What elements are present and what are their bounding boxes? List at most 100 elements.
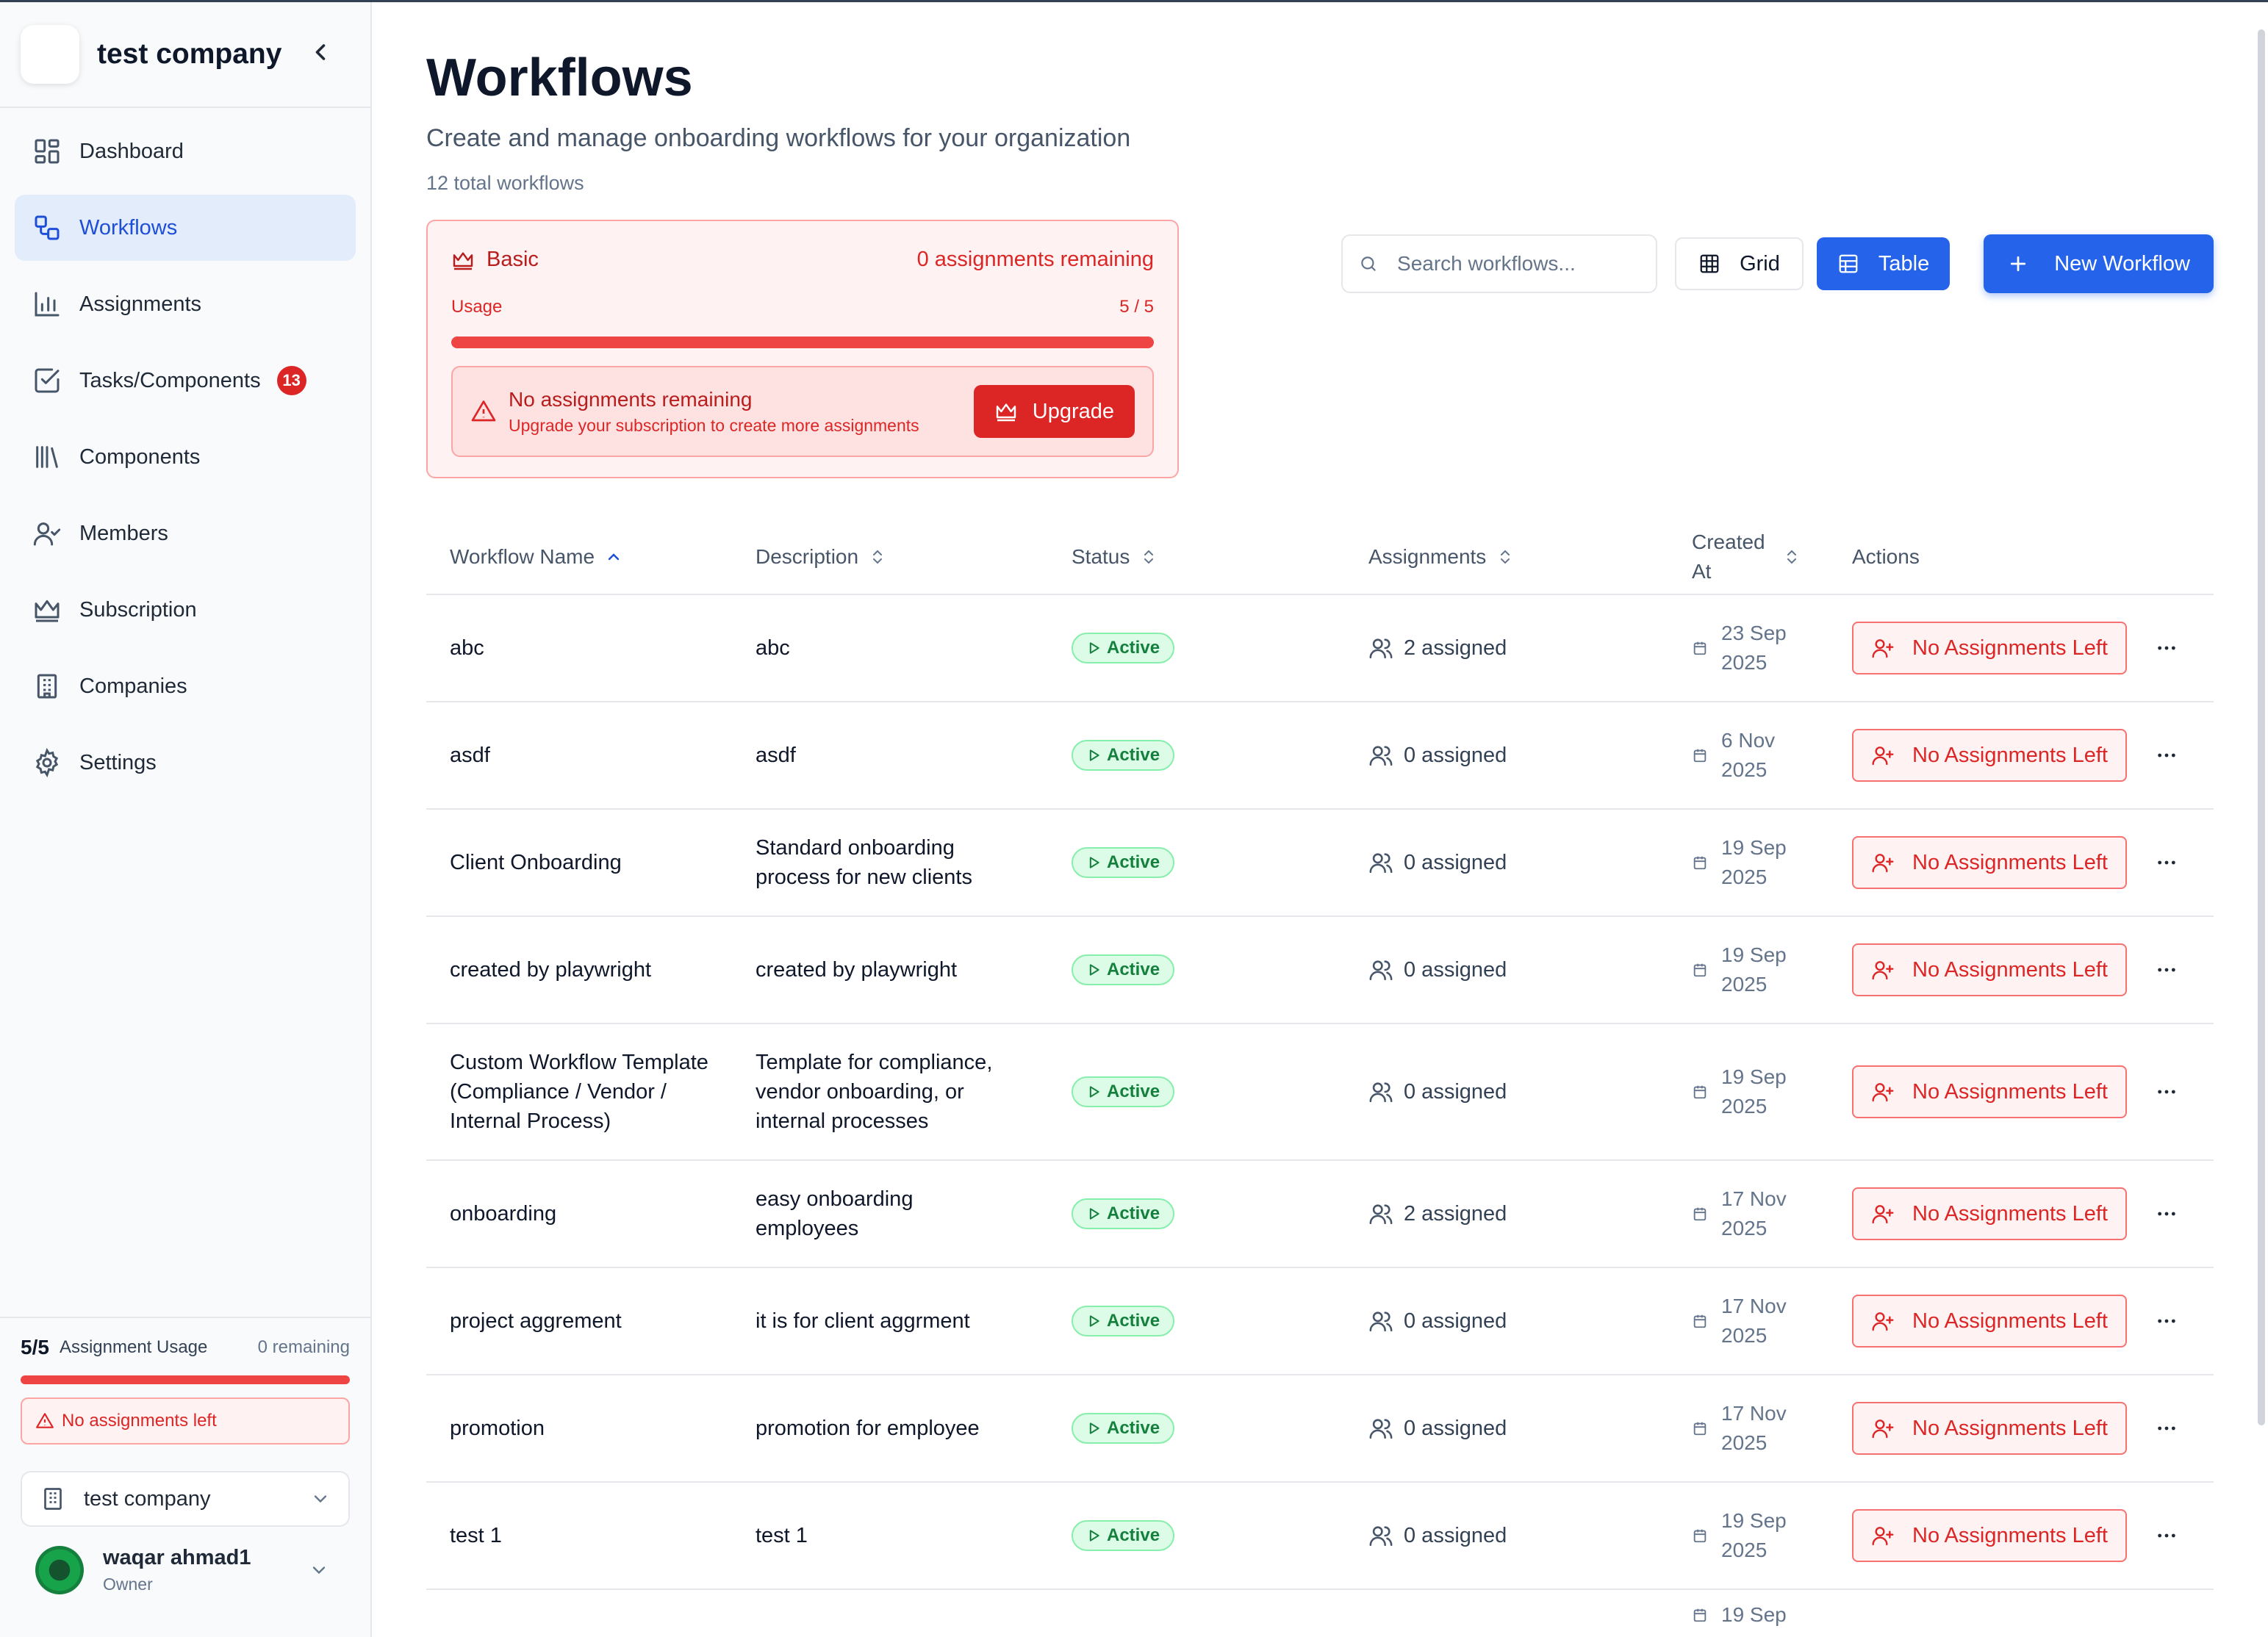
workflow-name[interactable]: Client Onboarding: [450, 851, 622, 874]
company-switcher[interactable]: test company: [21, 1471, 350, 1527]
sidebar-item-members[interactable]: Members: [15, 500, 356, 566]
sidebar-item-workflows[interactable]: Workflows: [15, 195, 356, 261]
workflow-description: Standard onboarding process for new clie…: [756, 836, 972, 889]
no-assignments-left-button[interactable]: No Assignments Left: [1852, 1295, 2127, 1348]
more-options-button[interactable]: [2152, 1077, 2181, 1107]
user-plus-icon: [1872, 1527, 1894, 1546]
column-header-assignments[interactable]: Assignments: [1345, 545, 1668, 569]
workflow-name[interactable]: created by playwright: [450, 958, 652, 982]
sort-icon: [873, 550, 883, 564]
more-options-button[interactable]: [2152, 1306, 2181, 1336]
play-icon: [1089, 1315, 1099, 1327]
new-workflow-button[interactable]: New Workflow: [1984, 234, 2214, 293]
no-assignments-left-button[interactable]: No Assignments Left: [1852, 1065, 2127, 1118]
more-options-button[interactable]: [2152, 1521, 2181, 1550]
workflow-name[interactable]: abc: [450, 636, 484, 660]
created-date-day: 19 Sep: [1721, 836, 1787, 859]
sidebar-item-settings[interactable]: Settings: [15, 730, 356, 796]
more-options-button[interactable]: [2152, 633, 2181, 663]
status-badge: Active: [1072, 633, 1175, 663]
no-assignments-left-button[interactable]: No Assignments Left: [1852, 1509, 2127, 1562]
no-assignments-left-button[interactable]: No Assignments Left: [1852, 1402, 2127, 1455]
table-view-button[interactable]: Table: [1816, 237, 1951, 290]
company-logo: [21, 25, 79, 84]
table-row[interactable]: abc abc Active 2 assigned 23 Sep 2025: [426, 595, 2214, 702]
search-box[interactable]: [1341, 234, 1658, 293]
no-assignments-left-button[interactable]: No Assignments Left: [1852, 622, 2127, 674]
table-row[interactable]: 19 Sep: [426, 1590, 2214, 1634]
table-row[interactable]: Custom Workflow Template (Compliance / V…: [426, 1024, 2214, 1161]
more-options-button[interactable]: [2152, 741, 2181, 770]
no-assignments-left-button[interactable]: No Assignments Left: [1852, 729, 2127, 782]
scrollbar[interactable]: [2258, 29, 2265, 1425]
crown-icon: [35, 600, 60, 622]
more-horizontal-icon: [2158, 968, 2175, 972]
workflow-name[interactable]: promotion: [450, 1417, 545, 1440]
actions-cell: No Assignments Left: [1829, 1187, 2214, 1240]
upgrade-button[interactable]: Upgrade: [973, 385, 1135, 438]
no-assignments-left-button[interactable]: No Assignments Left: [1852, 1187, 2127, 1240]
column-header-created[interactable]: Created At: [1668, 528, 1829, 586]
table-row[interactable]: asdf asdf Active 0 assigned 6 Nov 2025: [426, 702, 2214, 810]
table-row[interactable]: promotion promotion for employee Active …: [426, 1375, 2214, 1483]
workflow-name[interactable]: test 1: [450, 1524, 502, 1547]
sidebar-item-assignments[interactable]: Assignments: [15, 271, 356, 337]
table-row[interactable]: project aggrement it is for client aggrm…: [426, 1268, 2214, 1375]
more-horizontal-icon: [2158, 860, 2175, 865]
library-icon: [36, 446, 58, 468]
workflow-name[interactable]: project aggrement: [450, 1309, 622, 1333]
status-text: Active: [1107, 1418, 1160, 1438]
status-cell: Active: [1048, 1413, 1345, 1444]
grid-view-label: Grid: [1740, 251, 1780, 276]
created-date: 17 Nov 2025: [1721, 1292, 1802, 1350]
plan-usage-card: Basic 0 assignments remaining Usage 5 / …: [426, 220, 1179, 478]
assignments-cell: 0 assigned: [1345, 1306, 1668, 1336]
status-text: Active: [1107, 1525, 1160, 1545]
users-icon: [1369, 960, 1393, 981]
status-text: Active: [1107, 1311, 1160, 1331]
workflow-description: abc: [756, 636, 790, 660]
action-label: No Assignments Left: [1912, 851, 2108, 874]
created-date: 19 Sep: [1721, 1600, 1802, 1630]
more-options-button[interactable]: [2152, 1199, 2181, 1228]
user-menu[interactable]: waqar ahmad1 Owner: [21, 1546, 350, 1594]
table-row[interactable]: Client Onboarding Standard onboarding pr…: [426, 810, 2214, 917]
chevron-left-icon[interactable]: [307, 39, 334, 65]
plus-icon: [2011, 256, 2026, 272]
assignments-cell: 0 assigned: [1345, 1414, 1668, 1443]
sidebar-item-dashboard[interactable]: Dashboard: [15, 118, 356, 184]
table-row[interactable]: onboarding easy onboarding employees Act…: [426, 1161, 2214, 1268]
no-assignments-left-button[interactable]: No Assignments Left: [1852, 836, 2127, 889]
sidebar-item-subscription[interactable]: Subscription: [15, 577, 356, 643]
sidebar-item-label: Assignments: [79, 292, 202, 316]
assigned-count: 0 assigned: [1404, 958, 1507, 982]
column-header-status[interactable]: Status: [1048, 545, 1345, 569]
column-header-name[interactable]: Workflow Name: [426, 545, 732, 569]
status-badge: Active: [1072, 1413, 1175, 1444]
grid-view-button[interactable]: Grid: [1675, 237, 1804, 290]
calendar-icon: [1693, 641, 1707, 655]
more-horizontal-icon: [2158, 1533, 2175, 1538]
sidebar-item-tasks-components[interactable]: Tasks/Components 13: [15, 348, 356, 414]
table-row[interactable]: created by playwright created by playwri…: [426, 917, 2214, 1024]
calendar-icon: [1693, 1608, 1707, 1622]
search-input[interactable]: [1397, 252, 1640, 276]
workflow-name[interactable]: asdf: [450, 744, 490, 767]
assignments-cell: [1345, 1600, 1668, 1625]
no-assignments-left-button[interactable]: No Assignments Left: [1852, 943, 2127, 996]
more-options-button[interactable]: [2152, 955, 2181, 985]
created-date-day: 19 Sep: [1721, 1603, 1787, 1626]
more-options-button[interactable]: [2152, 1414, 2181, 1443]
avatar: [35, 1546, 84, 1594]
more-options-button[interactable]: [2152, 848, 2181, 877]
column-header-description[interactable]: Description: [732, 545, 1048, 569]
table-row[interactable]: test 1 test 1 Active 0 assigned 19 Sep 20…: [426, 1483, 2214, 1590]
workflow-name[interactable]: onboarding: [450, 1202, 557, 1226]
workflow-description: easy onboarding employees: [756, 1187, 914, 1240]
sidebar-item-components[interactable]: Components: [15, 424, 356, 490]
calendar-icon: [1693, 963, 1707, 977]
created-cell: 17 Nov 2025: [1668, 1399, 1829, 1458]
sidebar-item-companies[interactable]: Companies: [15, 653, 356, 719]
workflow-name[interactable]: Custom Workflow Template (Compliance / V…: [450, 1051, 708, 1133]
users-icon: [1369, 1419, 1393, 1439]
